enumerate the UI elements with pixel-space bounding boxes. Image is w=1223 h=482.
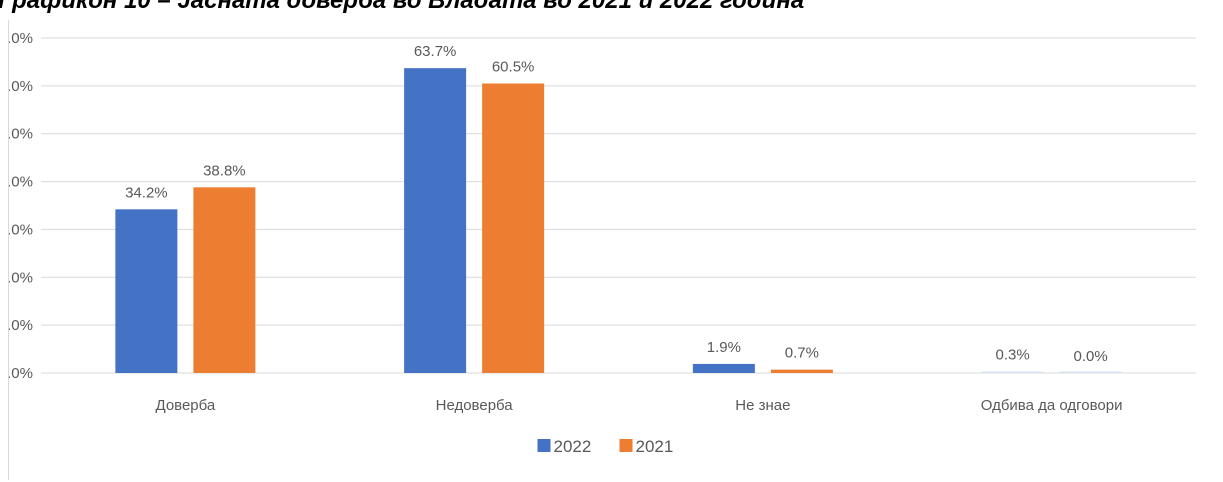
y-tick-label: 70.0% <box>9 30 33 47</box>
data-labels: 34.2% 38.8% 63.7% 60.5% 1.9% 0.7% 0.3% 0.0% <box>125 43 1108 365</box>
bars <box>115 68 1122 374</box>
y-axis-tick-labels: 0.0% 10.0% 20.0% 30.0% 40.0% 50.0% 60.0% 70.0% <box>9 30 33 382</box>
bar-2021-3 <box>1059 371 1122 373</box>
data-label: 0.0% <box>1074 348 1108 365</box>
legend-label: 2022 <box>554 437 592 456</box>
x-category-label: Недоверба <box>436 397 514 414</box>
page-title: Графикон 10 – Јасната доверба во Владата… <box>0 0 805 14</box>
legend-label: 2021 <box>636 437 674 456</box>
bar-2022-2 <box>692 363 755 373</box>
y-tick-label: 30.0% <box>9 221 33 238</box>
data-label: 34.2% <box>125 184 168 201</box>
y-tick-label: 40.0% <box>9 174 33 191</box>
data-label: 0.3% <box>996 347 1030 364</box>
y-tick-label: 50.0% <box>9 126 33 143</box>
y-tick-label: 20.0% <box>9 269 33 286</box>
data-label: 63.7% <box>414 43 457 60</box>
bar-2021-2 <box>770 369 833 373</box>
bar-2021-1 <box>482 83 545 373</box>
bar-2022-0 <box>115 209 178 373</box>
legend: 2022 2021 <box>537 437 674 456</box>
y-tick-label: 60.0% <box>9 78 33 95</box>
data-label: 0.7% <box>785 345 819 362</box>
x-category-label: Не знае <box>735 397 790 414</box>
bar-chart: 0.0%10.0%20.0%30.0%40.0%50.0%60.0%70.0% … <box>9 30 1196 456</box>
legend-swatch-2022 <box>537 439 551 452</box>
legend-swatch-2021 <box>619 439 633 452</box>
x-category-label: Одбива да одговори <box>981 397 1123 414</box>
data-label: 1.9% <box>707 339 741 356</box>
bar-2021-0 <box>193 187 256 373</box>
data-label: 60.5% <box>492 58 535 75</box>
x-category-label: Доверба <box>156 397 216 414</box>
bar-2022-1 <box>404 68 467 374</box>
bar-2022-3 <box>981 371 1044 373</box>
y-tick-label: 0.0% <box>9 365 33 382</box>
x-axis-category-labels: Доверба Недоверба Не знае Одбива да одговор… <box>156 397 1123 414</box>
data-label: 38.8% <box>203 162 246 179</box>
y-tick-label: 10.0% <box>9 317 33 334</box>
chart-frame: 0.0%10.0%20.0%30.0%40.0%50.0%60.0%70.0% … <box>8 20 1221 480</box>
